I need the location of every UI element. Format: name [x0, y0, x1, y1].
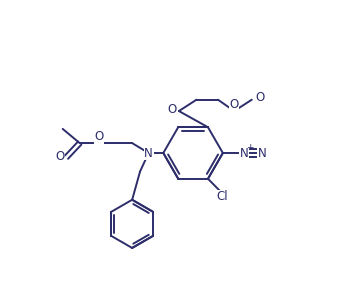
Text: O: O: [95, 130, 104, 143]
Text: N: N: [144, 147, 153, 160]
Text: O: O: [167, 103, 176, 116]
Text: O: O: [55, 150, 65, 163]
Text: O: O: [255, 91, 264, 104]
Text: O: O: [230, 98, 239, 111]
Text: +: +: [246, 143, 253, 152]
Text: N: N: [240, 147, 248, 160]
Text: Cl: Cl: [217, 190, 228, 203]
Text: N: N: [258, 147, 266, 160]
